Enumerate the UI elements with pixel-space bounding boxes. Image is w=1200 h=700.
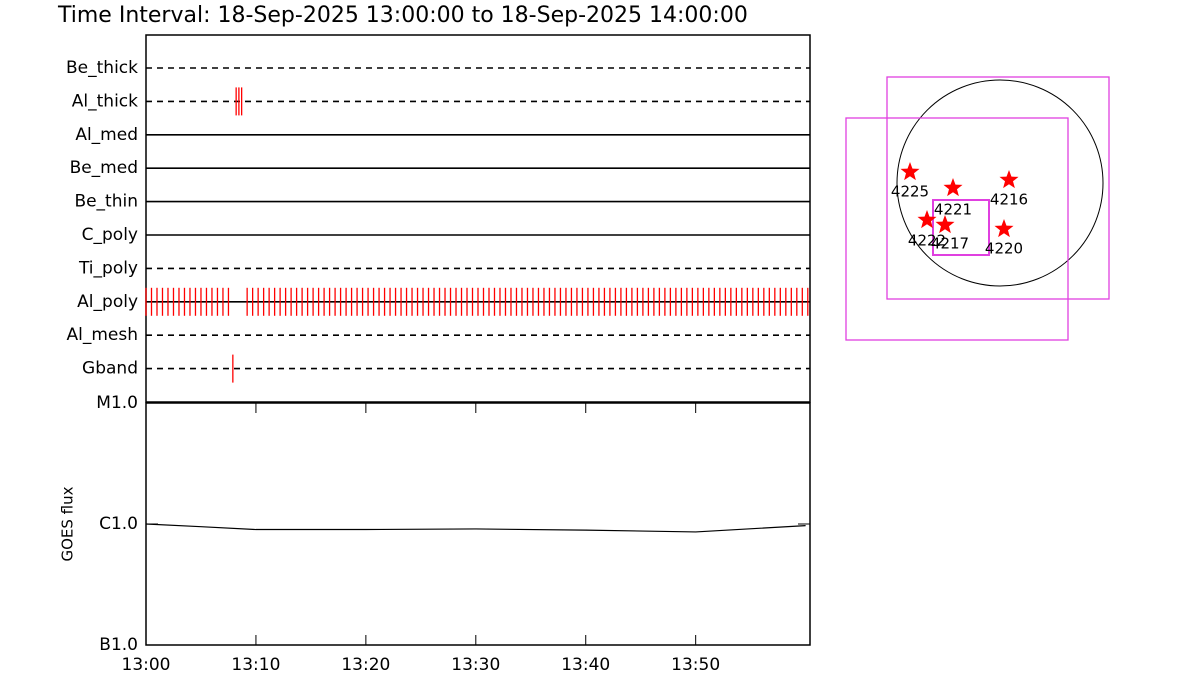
ar-star — [943, 178, 963, 197]
filter-label: Al_mesh — [66, 325, 138, 345]
y-tick-label: C1.0 — [99, 514, 138, 534]
y-tick-label: B1.0 — [99, 635, 138, 655]
x-tick-label: 13:10 — [231, 655, 280, 675]
ar-label: 4220 — [985, 240, 1023, 258]
title: Time Interval: 18-Sep-2025 13:00:00 to 1… — [57, 3, 748, 28]
filter-label: Al_thick — [72, 91, 138, 111]
y-axis-label: GOES flux — [59, 486, 77, 561]
ar-star — [917, 210, 937, 229]
filter-label: Gband — [82, 359, 138, 379]
y-tick-label: M1.0 — [96, 393, 138, 413]
filter-label: Be_thick — [66, 58, 138, 78]
sun-disk — [896, 79, 1104, 287]
ar-label: 4225 — [891, 183, 929, 201]
filter-label: Be_med — [70, 158, 138, 178]
ar-label: 4222 — [908, 232, 946, 250]
ar-label: 4221 — [934, 201, 972, 219]
flux-line — [145, 523, 806, 533]
filter-label: Al_poly — [77, 292, 138, 312]
ar-label: 4217 — [931, 235, 969, 253]
x-tick-label: 13:50 — [671, 655, 720, 675]
fov-box — [886, 76, 1110, 300]
goes-frame — [145, 402, 811, 646]
x-tick-label: 13:20 — [341, 655, 390, 675]
filter-label: Ti_poly — [78, 258, 138, 278]
filter-label: C_poly — [82, 225, 138, 245]
x-tick-label: 13:30 — [451, 655, 500, 675]
ar-label: 4216 — [990, 191, 1028, 209]
ar-star — [994, 219, 1014, 238]
filter-label: Be_thin — [74, 192, 138, 212]
timeline-frame — [145, 34, 811, 403]
ar-star — [900, 162, 920, 181]
fov-box — [845, 117, 1069, 341]
x-tick-label: 13:00 — [122, 655, 171, 675]
ar-star — [935, 215, 955, 234]
filter-label: Al_med — [75, 125, 138, 145]
x-tick-label: 13:40 — [561, 655, 610, 675]
ar-star — [999, 170, 1019, 189]
fov-box — [932, 199, 990, 256]
